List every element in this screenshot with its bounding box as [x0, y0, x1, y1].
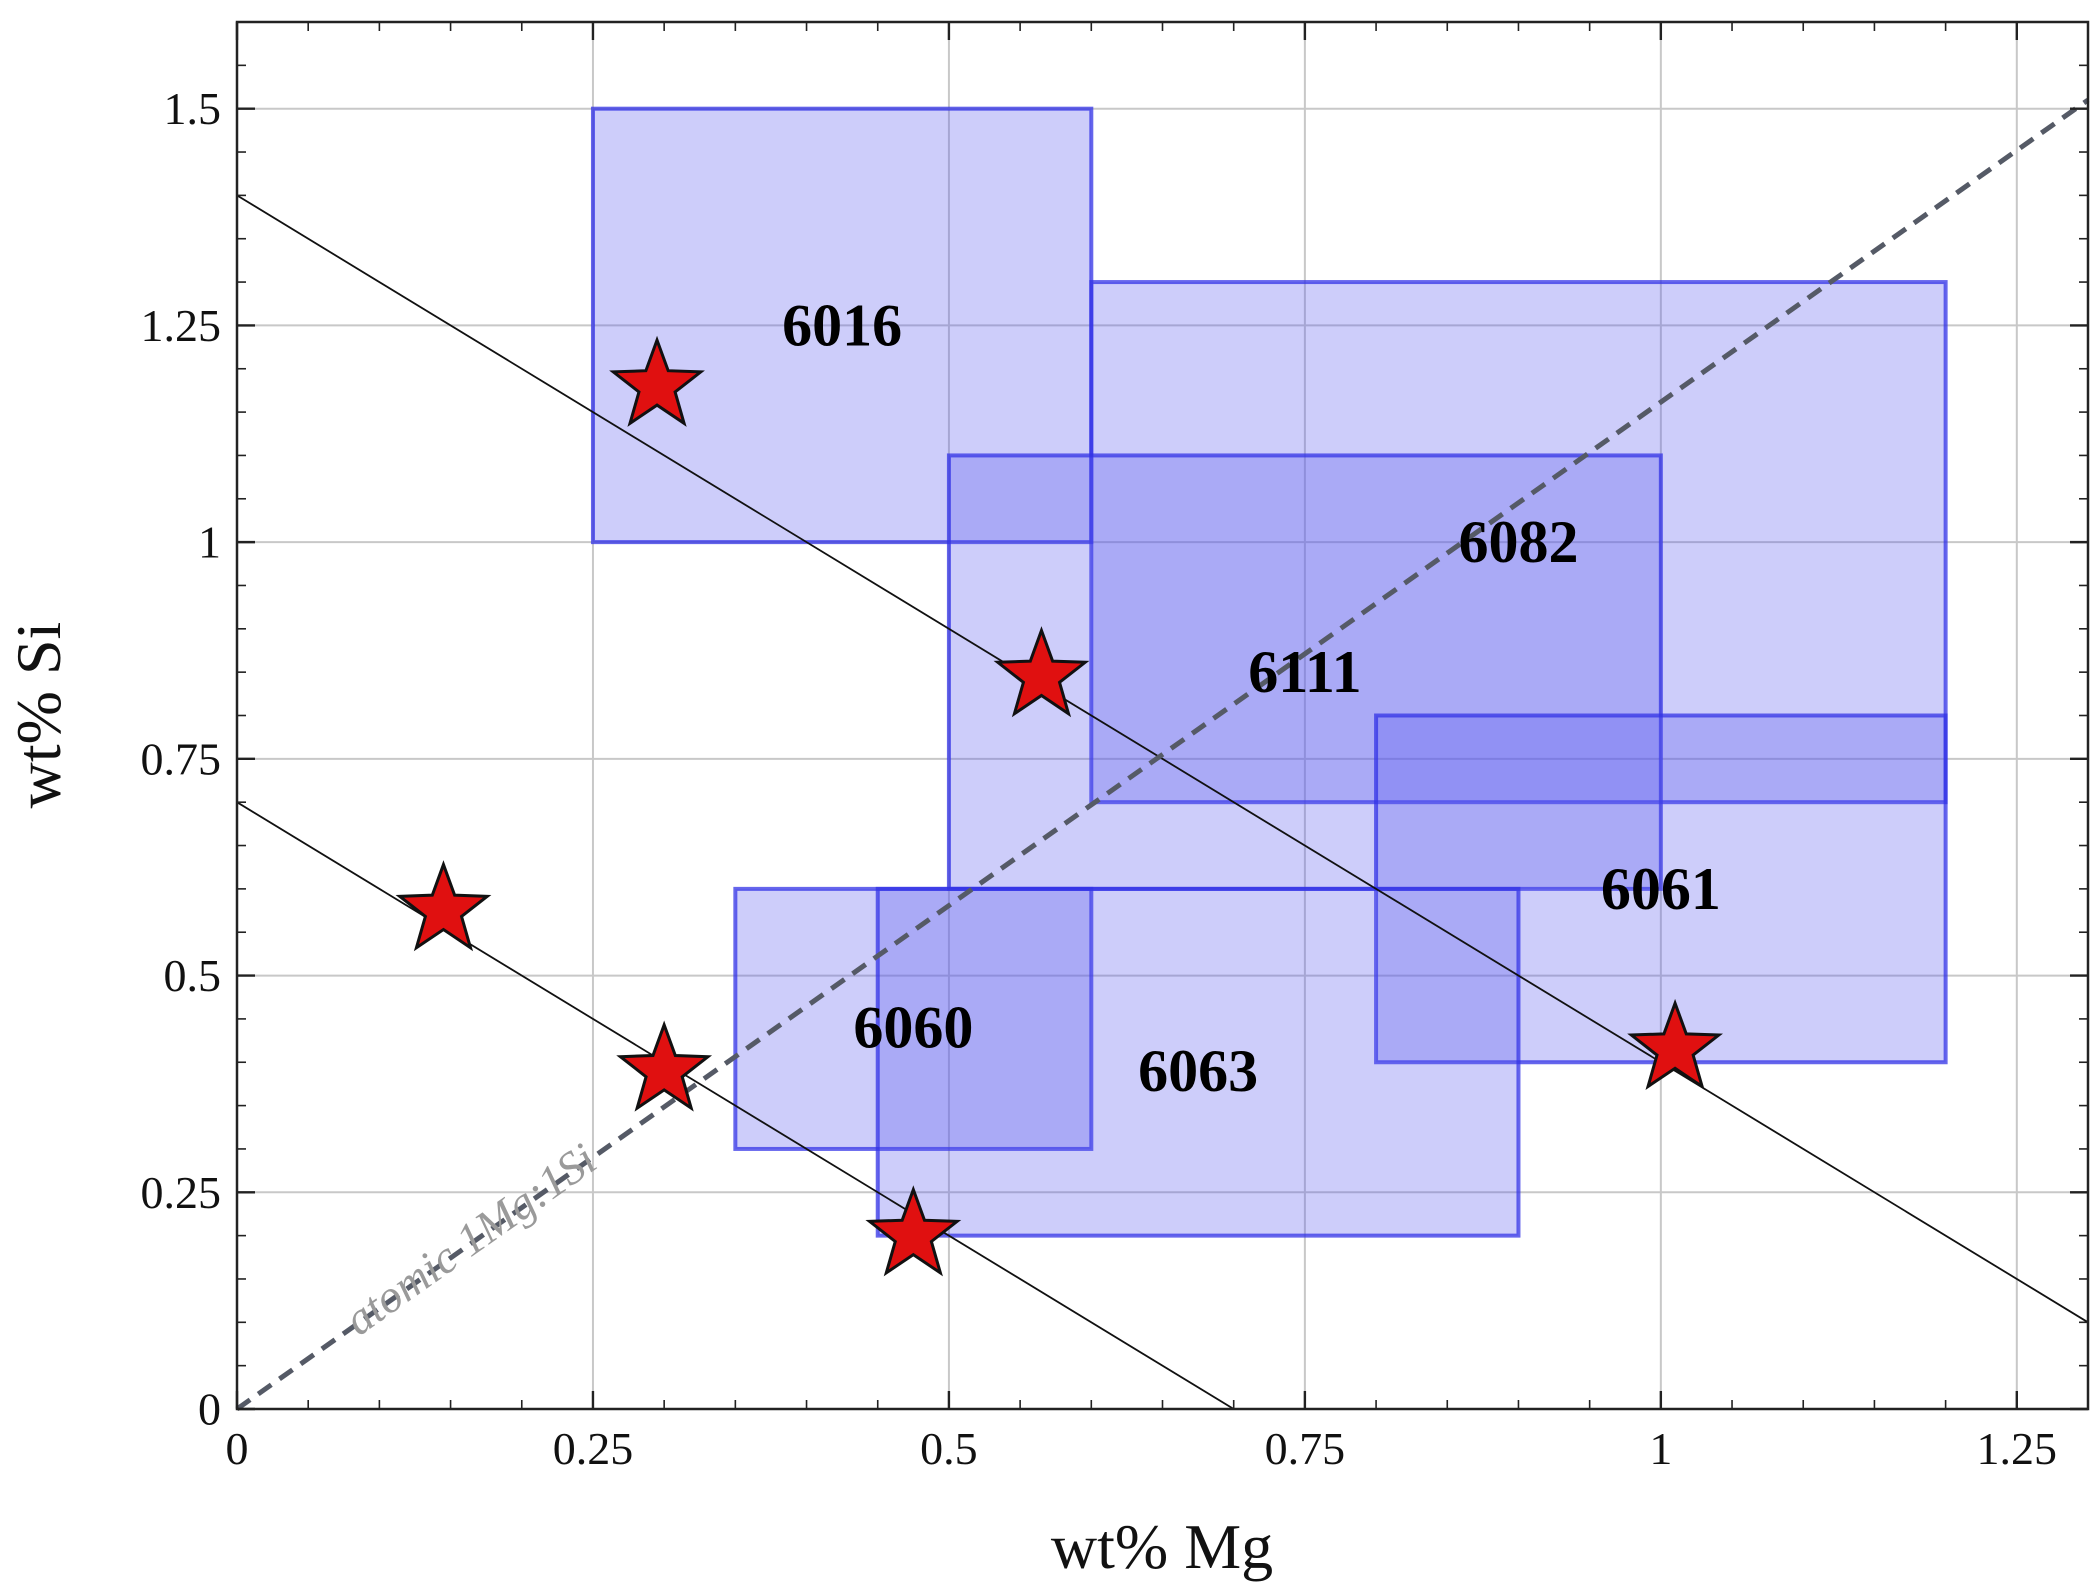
x-tick-label: 0.25 [553, 1423, 634, 1474]
x-tick-label: 0.5 [920, 1423, 978, 1474]
axes [235, 20, 2090, 1411]
alloy-range-6063 [875, 886, 1521, 1238]
y-tick-label: 0.5 [164, 950, 222, 1001]
x-tick-label: 1.25 [1977, 1423, 2058, 1474]
x-tick-label: 0 [226, 1423, 249, 1474]
data-points [395, 335, 1723, 1277]
star-marker-3 [395, 860, 492, 952]
alloy-label-6111: 6111 [1248, 639, 1361, 705]
y-tick-label: 0 [198, 1384, 221, 1435]
star-marker-5 [865, 1185, 962, 1277]
x-axis-title: wt% Mg [1051, 1511, 1273, 1582]
alloy-label-6063: 6063 [1138, 1038, 1258, 1104]
y-tick-label: 1 [198, 517, 221, 568]
atomic-ratio-line [235, 97, 2090, 1412]
star-marker-6 [1627, 998, 1723, 1091]
alloy-range-6060 [733, 886, 1094, 1151]
alloy-label-6016: 6016 [782, 292, 902, 358]
alloy-label-6082: 6082 [1458, 509, 1578, 575]
star-marker-1 [609, 335, 705, 427]
x-tick-label: 1 [1649, 1423, 1672, 1474]
guide-line-1 [236, 194, 2089, 1324]
alloy-label-6060: 6060 [853, 995, 973, 1061]
x-tick-label: 0.75 [1265, 1423, 1346, 1474]
tick-labels: 0 0.25 0.5 0.75 1 1.25 0 0.25 0.5 0.75 1 1.25 1.5 [141, 83, 2058, 1474]
y-axis-title: wt% Si [3, 622, 74, 809]
alloy-label-6061: 6061 [1601, 856, 1721, 922]
y-tick-label: 1.5 [164, 83, 222, 134]
alloy-labels: 6016 6082 6111 6061 6060 6063 [782, 292, 1721, 1104]
star-marker-4 [616, 1020, 713, 1112]
star-marker-2 [993, 626, 1090, 718]
y-tick-label: 0.75 [141, 733, 222, 784]
y-tick-label: 1.25 [141, 300, 222, 351]
guide-line-2 [236, 801, 1235, 1410]
y-tick-label: 0.25 [141, 1167, 222, 1218]
